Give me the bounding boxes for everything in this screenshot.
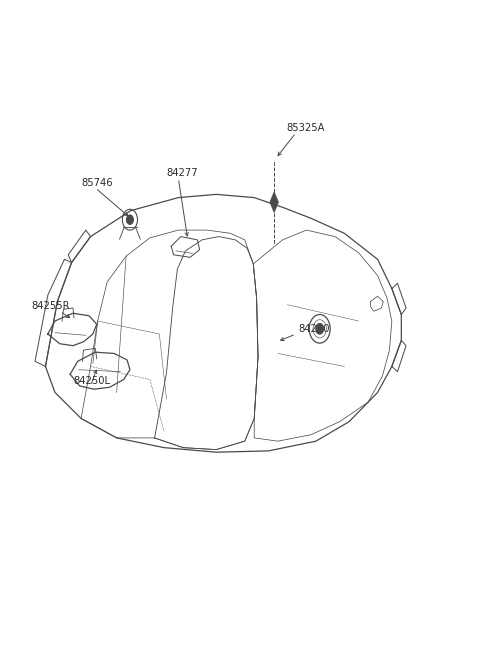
Text: 84277: 84277 xyxy=(167,168,198,178)
Text: 85746: 85746 xyxy=(81,178,113,188)
Text: 84260: 84260 xyxy=(298,324,329,334)
Text: 85325A: 85325A xyxy=(286,122,324,133)
Circle shape xyxy=(316,324,324,334)
Polygon shape xyxy=(270,192,278,213)
Circle shape xyxy=(127,215,133,224)
Text: 84250L: 84250L xyxy=(73,376,110,386)
Text: 84255R: 84255R xyxy=(31,301,70,311)
